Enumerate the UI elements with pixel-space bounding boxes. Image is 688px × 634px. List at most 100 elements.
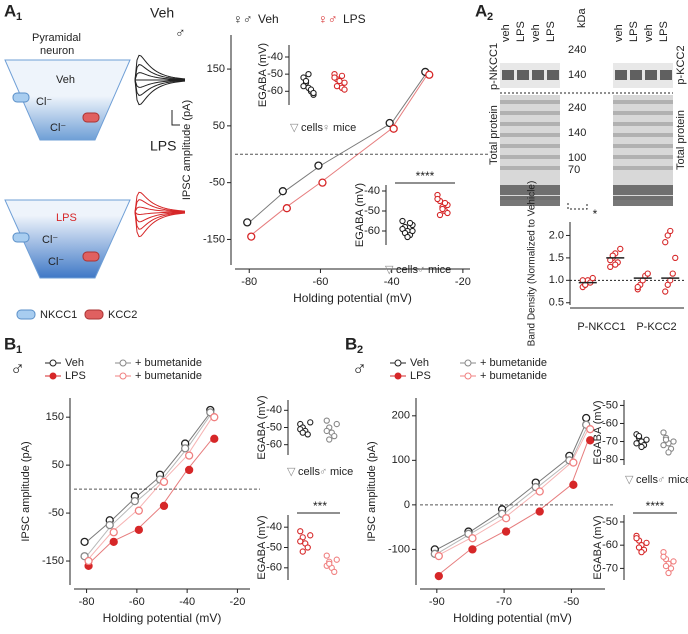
fit-line	[248, 74, 428, 237]
legend-marker	[464, 359, 472, 367]
point	[441, 199, 449, 207]
point	[439, 205, 446, 213]
band	[500, 144, 560, 148]
band	[613, 196, 673, 206]
y-label: EGABA (mV)	[256, 515, 268, 579]
point	[436, 211, 444, 219]
y-label: IPSC amplitude (pA)	[366, 441, 378, 541]
point	[535, 487, 544, 496]
western-blot: veh LPS veh LPS veh LPS veh LPSkDa2401402401401…	[488, 8, 687, 210]
point	[341, 86, 348, 93]
legend-label: cells	[636, 474, 659, 486]
kcc2	[82, 112, 100, 123]
lane-label: LPS	[515, 21, 527, 42]
trace	[134, 79, 186, 106]
point	[80, 537, 89, 546]
y-tick-label: -50	[602, 399, 618, 411]
legend-label: + bumetanide	[480, 370, 547, 382]
x-tick-label: -80	[241, 276, 257, 288]
legend-marker	[394, 359, 402, 367]
legend-symbol: ▽	[287, 466, 296, 478]
point	[662, 562, 670, 570]
point	[326, 560, 333, 567]
x-tick-label: -60	[313, 276, 329, 288]
trace	[134, 211, 186, 230]
y-label: EGABA (mV)	[257, 43, 269, 107]
point	[338, 72, 346, 80]
panel-sub: 2	[487, 11, 493, 23]
legend-label: mice	[333, 122, 356, 134]
x-tick-label: -60	[129, 596, 145, 608]
band	[613, 155, 673, 159]
trace	[134, 79, 186, 96]
blot-label: Total protein	[488, 105, 500, 165]
legend-label: LPS	[410, 370, 431, 382]
point	[425, 70, 434, 79]
legend-symbol: ♀♂	[318, 11, 338, 26]
point	[660, 441, 667, 449]
point	[385, 118, 394, 128]
panel-sub: 1	[16, 11, 22, 23]
y-tick-label: -150	[42, 555, 64, 567]
point	[184, 465, 194, 475]
point	[297, 538, 304, 545]
condition: LPS	[56, 212, 77, 224]
trace	[134, 211, 186, 215]
mw-marker: 240	[568, 44, 586, 56]
legend-label: Veh	[258, 12, 279, 26]
band	[517, 70, 529, 80]
y-tick-label: -60	[602, 539, 618, 551]
point	[444, 209, 451, 217]
y-label: EGABA (mV)	[256, 395, 268, 459]
point	[569, 480, 578, 489]
x-tick-label: -80	[79, 596, 95, 608]
band	[613, 185, 673, 195]
band	[500, 185, 560, 195]
fit-line	[436, 440, 589, 577]
point	[302, 77, 310, 85]
point	[665, 449, 672, 456]
trace	[134, 206, 186, 213]
band	[500, 133, 560, 137]
point	[333, 82, 341, 90]
legend-label: Veh	[410, 357, 429, 369]
bracket	[567, 203, 588, 210]
point	[318, 178, 327, 187]
diagram-title: neuron	[40, 45, 74, 57]
point	[282, 204, 291, 213]
point	[399, 217, 406, 225]
legend-marker	[119, 372, 127, 380]
legend-symbol: ♀	[322, 122, 330, 134]
annotation: ***	[313, 499, 327, 513]
point	[586, 436, 595, 445]
legend-label: cells	[298, 466, 321, 478]
y-tick-label: -150	[203, 233, 225, 245]
point	[314, 161, 323, 170]
legend-label: Veh	[65, 357, 84, 369]
legend-label: KCC2	[108, 309, 137, 321]
y-label: IPSC amplitude (pA)	[181, 100, 193, 200]
annotation: ****	[646, 499, 665, 513]
point	[105, 520, 114, 530]
point	[341, 79, 348, 86]
legend-label: + bumetanide	[135, 370, 202, 382]
legend-symbol: ♂	[319, 466, 327, 478]
point	[586, 425, 595, 434]
band	[660, 70, 672, 80]
trace-label: Veh	[150, 5, 174, 21]
trace	[134, 64, 186, 81]
point	[660, 553, 667, 560]
lane-label: LPS	[658, 21, 670, 42]
point	[134, 506, 144, 515]
point	[406, 219, 414, 227]
point	[582, 413, 591, 423]
point	[635, 432, 643, 440]
point	[535, 507, 544, 516]
y-tick-label: -50	[209, 177, 225, 189]
blot-strip	[500, 95, 560, 200]
y-label: EGABA (mV)	[354, 183, 366, 247]
legend-label: + bumetanide	[135, 357, 202, 369]
point	[109, 537, 118, 546]
point	[670, 438, 677, 445]
band	[613, 100, 673, 104]
